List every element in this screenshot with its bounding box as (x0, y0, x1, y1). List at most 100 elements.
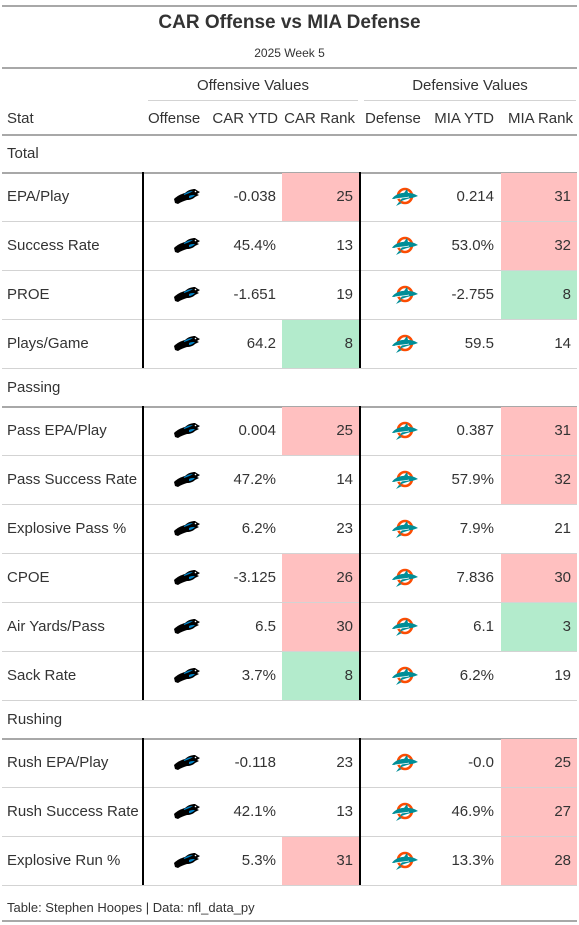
offense-divider (142, 172, 144, 368)
panther-logo-icon (173, 519, 201, 539)
car-ytd-value: 64.2 (246, 335, 276, 352)
car-ytd-value: 6.2% (241, 520, 276, 537)
mia-rank-value: 21 (554, 520, 571, 537)
car-ytd-value: 47.2% (233, 471, 276, 488)
mia-rank-value: 27 (554, 803, 571, 820)
panther-logo-icon (173, 617, 201, 637)
mia-rank-fill (501, 739, 577, 787)
panther-logo-icon (173, 470, 201, 490)
car-rank-fill (282, 603, 359, 651)
table-row-rule (2, 319, 577, 320)
car-rank-value: 30 (336, 618, 353, 635)
col-header-mia-ytd: MIA YTD (434, 110, 494, 127)
panther-logo-icon (173, 851, 201, 871)
stat-label: Pass EPA/Play (7, 422, 107, 439)
table-row-rule (2, 700, 577, 701)
car-rank-value: 23 (336, 754, 353, 771)
car-ytd-value: -0.118 (234, 754, 276, 771)
row-group-label: Passing (7, 379, 61, 396)
dolphin-logo-icon (391, 470, 419, 490)
mia-ytd-value: 46.9% (451, 803, 494, 820)
mia-ytd-value: 0.387 (456, 422, 494, 439)
car-rank-fill (282, 652, 359, 700)
car-ytd-value: -3.125 (233, 569, 276, 586)
bottom-rule (2, 920, 577, 922)
table-subtitle: 2025 Week 5 (254, 46, 325, 60)
colhdr-rule (2, 134, 577, 136)
stat-label: CPOE (7, 569, 50, 586)
dolphin-logo-icon (391, 753, 419, 773)
defense-divider (359, 406, 361, 700)
col-header-mia-rank: MIA Rank (507, 110, 573, 127)
car-rank-value: 31 (336, 852, 353, 869)
mia-ytd-value: 6.1 (473, 618, 494, 635)
mia-rank-fill (501, 407, 577, 455)
table-row-rule (2, 836, 577, 837)
table-row-rule (2, 602, 577, 603)
panther-logo-icon (173, 334, 201, 354)
stat-label: Explosive Pass % (7, 520, 127, 537)
defense-divider (359, 738, 361, 885)
mia-ytd-value: -0.0 (468, 754, 494, 771)
mia-ytd-value: 6.2% (459, 667, 494, 684)
mia-rank-value: 32 (554, 237, 571, 254)
col-header-defense: Defense (365, 110, 421, 127)
dolphin-logo-icon (391, 187, 419, 207)
stat-label: Rush EPA/Play (7, 754, 109, 771)
mia-rank-value: 28 (554, 852, 571, 869)
table-row-rule (2, 553, 577, 554)
mia-rank-value: 31 (554, 188, 571, 205)
mia-rank-fill (501, 603, 577, 651)
stat-label: Plays/Game (7, 335, 89, 352)
car-rank-value: 26 (336, 569, 353, 586)
header-rule (2, 67, 577, 69)
stat-label: Success Rate (7, 237, 100, 254)
table-row-rule (2, 504, 577, 505)
col-header-stat: Stat (7, 110, 34, 127)
stat-label: PROE (7, 286, 50, 303)
panther-logo-icon (173, 187, 201, 207)
dolphin-logo-icon (391, 285, 419, 305)
defense-divider (359, 172, 361, 368)
table-row-rule (2, 368, 577, 369)
car-rank-value: 13 (336, 237, 353, 254)
car-rank-value: 14 (336, 471, 353, 488)
row-group-rule (2, 738, 577, 740)
mia-rank-fill (501, 837, 577, 885)
mia-ytd-value: 13.3% (451, 852, 494, 869)
car-rank-fill (282, 837, 359, 885)
mia-ytd-value: -2.755 (451, 286, 494, 303)
dolphin-logo-icon (391, 568, 419, 588)
dolphin-logo-icon (391, 334, 419, 354)
mia-ytd-value: 0.214 (456, 188, 494, 205)
car-ytd-value: 42.1% (233, 803, 276, 820)
panther-logo-icon (173, 666, 201, 686)
col-header-offense: Offense (148, 110, 201, 127)
mia-rank-value: 3 (562, 618, 571, 635)
mia-ytd-value: 53.0% (451, 237, 494, 254)
table-row-rule (2, 787, 577, 788)
mia-rank-fill (501, 271, 577, 319)
mia-rank-value: 8 (562, 286, 571, 303)
car-rank-value: 13 (336, 803, 353, 820)
mia-ytd-value: 57.9% (451, 471, 494, 488)
stat-label: Air Yards/Pass (7, 618, 105, 635)
panther-logo-icon (173, 753, 201, 773)
car-ytd-value: -0.038 (233, 188, 276, 205)
car-ytd-value: 3.7% (241, 667, 276, 684)
table-row-rule (2, 885, 577, 886)
mia-rank-fill (501, 554, 577, 602)
car-rank-value: 8 (344, 335, 353, 352)
defense-spanner-line (364, 100, 576, 101)
mia-rank-fill (501, 222, 577, 270)
dolphin-logo-icon (391, 666, 419, 686)
car-rank-fill (282, 554, 359, 602)
dolphin-logo-icon (391, 617, 419, 637)
car-rank-fill (282, 173, 359, 221)
defense-spanner: Defensive Values (412, 77, 528, 94)
dolphin-logo-icon (391, 421, 419, 441)
row-group-label: Total (7, 145, 39, 162)
car-rank-value: 8 (344, 667, 353, 684)
car-rank-value: 25 (336, 422, 353, 439)
mia-rank-value: 19 (554, 667, 571, 684)
